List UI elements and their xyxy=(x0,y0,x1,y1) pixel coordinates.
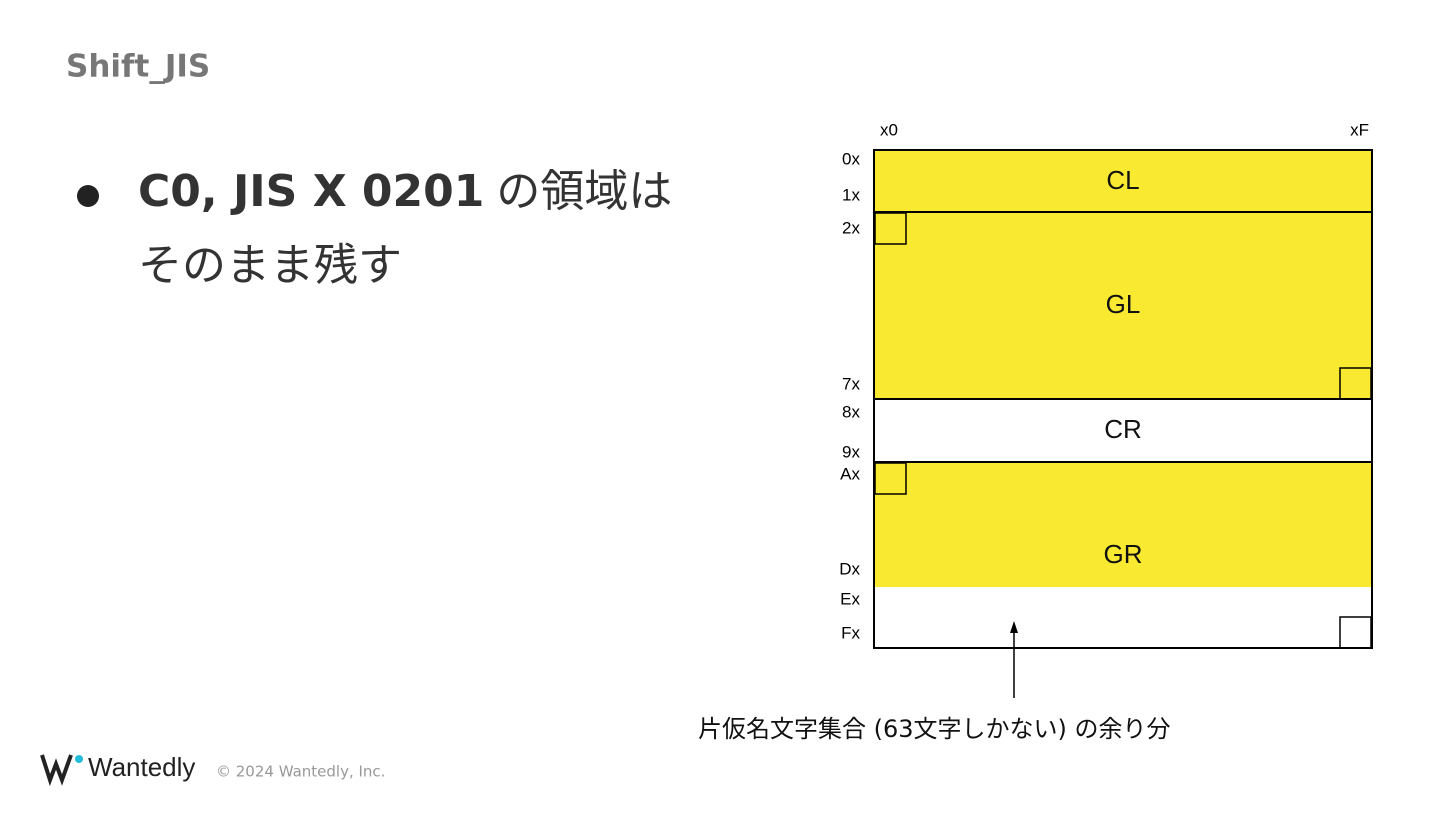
gr-area xyxy=(874,462,1372,587)
cell-box xyxy=(1339,616,1372,649)
column-label: x0 xyxy=(880,120,898,139)
unused-area xyxy=(874,587,1372,648)
logo-mark xyxy=(40,754,73,787)
annotation: 片仮名文字集合 (63文字しかない) の余り分 xyxy=(698,715,1171,743)
row-label: 1x xyxy=(842,185,860,204)
gl-area xyxy=(874,212,1372,399)
region-label: CL xyxy=(1106,165,1139,195)
bullet-line2: そのまま残す xyxy=(138,240,402,291)
cell-box xyxy=(1339,367,1372,400)
slide-title: Shift_JIS xyxy=(66,49,210,85)
code-table: x0 xF 0x 1x 2x 7x 8x 9x Ax Dx Ex Fx CL G… xyxy=(698,120,1373,743)
row-label: Dx xyxy=(839,559,860,578)
row-label: 9x xyxy=(842,442,860,461)
row-label: 2x xyxy=(842,218,860,237)
region-label: GL xyxy=(1106,289,1141,319)
bullet-dot xyxy=(77,185,99,207)
cr-area xyxy=(874,399,1372,462)
region-label: GR xyxy=(1104,539,1143,569)
row-label: 8x xyxy=(842,402,860,421)
logo-text: Wantedly xyxy=(88,752,195,782)
bullet-rest: の領域は xyxy=(496,166,672,217)
region-label: CR xyxy=(1104,414,1142,444)
cell-box xyxy=(874,462,907,495)
bullet-text: C0, JIS X 0201 の領域は xyxy=(138,166,672,217)
copyright: © 2024 Wantedly, Inc. xyxy=(216,763,385,781)
logo-dot xyxy=(75,755,83,763)
row-label: Ax xyxy=(840,464,860,483)
column-label: xF xyxy=(1350,120,1369,139)
arrow-head xyxy=(1010,621,1018,633)
cl-area xyxy=(874,150,1372,212)
row-label: 0x xyxy=(842,149,860,168)
cell-box xyxy=(874,212,907,245)
row-label: Ex xyxy=(840,589,860,608)
row-label: 7x xyxy=(842,374,860,393)
footer: Wantedly © 2024 Wantedly, Inc. xyxy=(40,752,385,787)
row-label: Fx xyxy=(841,623,860,642)
bullet-bold: C0, JIS X 0201 xyxy=(138,166,484,217)
